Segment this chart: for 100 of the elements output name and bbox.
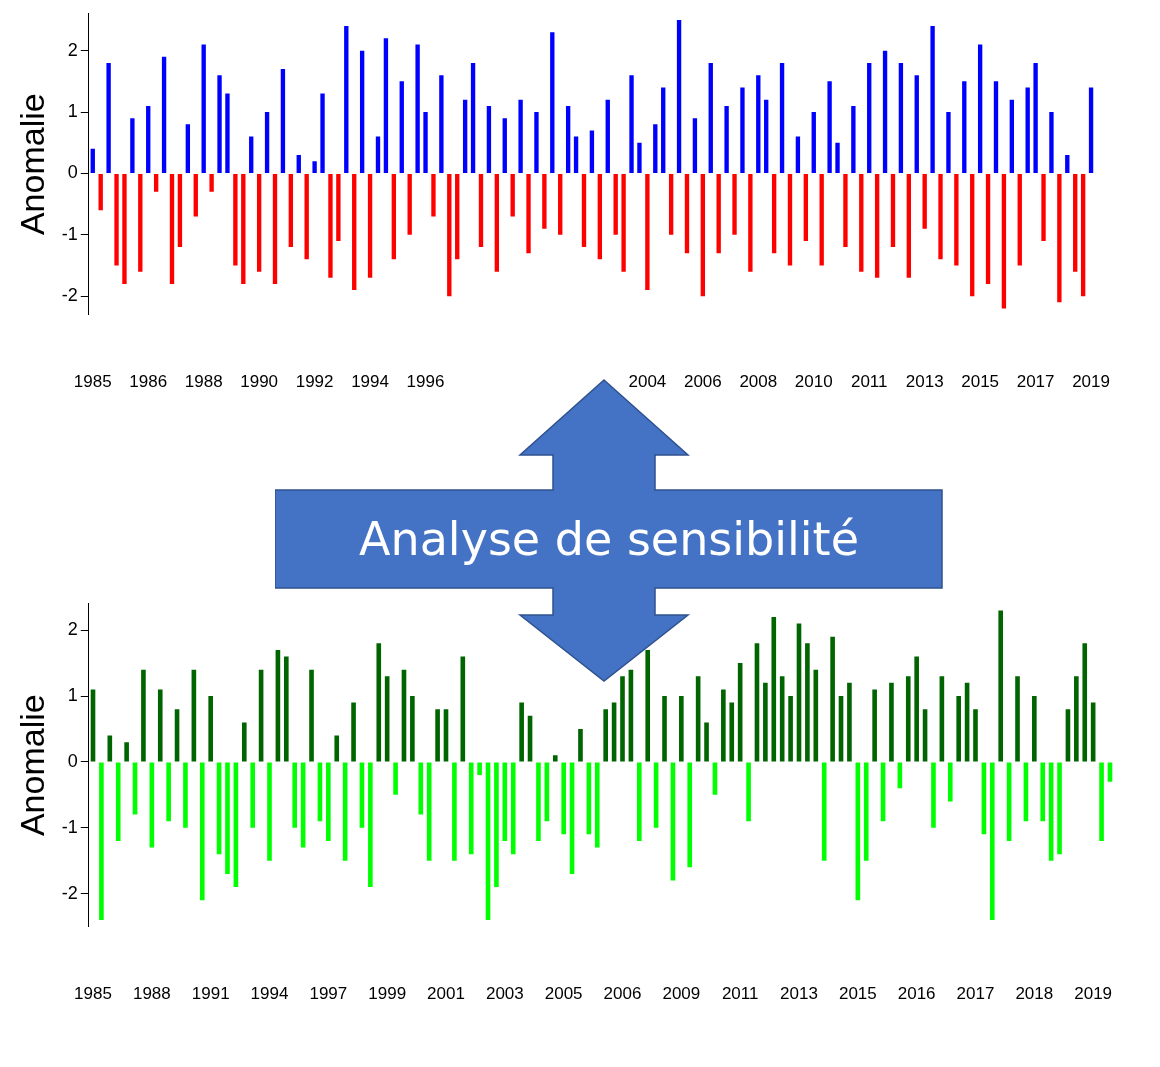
bar [811, 112, 816, 173]
bar [1065, 154, 1070, 173]
bar [1080, 173, 1086, 297]
x-tick-label: 1985 [73, 372, 112, 392]
bar [1015, 676, 1020, 762]
bar [435, 709, 440, 762]
bar [470, 62, 476, 173]
bar [169, 173, 175, 284]
bar [552, 755, 558, 762]
bar [393, 762, 398, 795]
bar [177, 173, 183, 248]
bar [843, 173, 848, 248]
bar [1088, 87, 1094, 173]
bar [661, 87, 666, 173]
bar [835, 142, 840, 173]
bar [989, 762, 995, 921]
bar [613, 173, 618, 235]
bar [280, 69, 286, 173]
bar [922, 173, 927, 229]
bar [863, 762, 869, 861]
bar [468, 762, 474, 855]
bar [1025, 87, 1030, 173]
x-tick-label: 1999 [368, 984, 407, 1004]
bar [573, 136, 579, 173]
bar [740, 87, 745, 173]
bar [447, 173, 452, 297]
bar [637, 142, 642, 173]
bar [124, 742, 129, 762]
bar [676, 19, 682, 173]
bar [1073, 173, 1078, 272]
bar [704, 722, 709, 762]
bar [477, 762, 482, 776]
bar [550, 32, 555, 173]
bar [328, 173, 333, 278]
bar [225, 93, 230, 173]
bar [418, 762, 424, 815]
bar [756, 75, 761, 173]
bar [359, 50, 365, 173]
x-tick-label: 2010 [794, 372, 833, 392]
y-tick-label: 2 [67, 39, 78, 60]
bar [803, 173, 809, 241]
bar [536, 762, 541, 841]
bar [249, 136, 254, 173]
bar [272, 173, 278, 284]
bar [621, 173, 626, 272]
y-tick-label: -2 [61, 882, 78, 903]
bar [399, 81, 404, 173]
bar [199, 762, 205, 901]
bar [326, 762, 331, 841]
bar [578, 728, 583, 762]
bar [1107, 762, 1113, 782]
x-tick-label: 2003 [485, 984, 524, 1004]
bar [771, 173, 777, 254]
bar [645, 173, 650, 291]
bar [653, 124, 658, 173]
bar [296, 154, 301, 173]
x-tick-label: 2006 [603, 984, 642, 1004]
bar [375, 136, 381, 173]
bar [256, 173, 262, 272]
bar [526, 173, 531, 254]
y-tick-label: -1 [61, 223, 78, 244]
x-tick-label: 2013 [905, 372, 944, 392]
bar [98, 173, 103, 211]
x-tick-label: 1986 [129, 372, 168, 392]
bar [684, 173, 690, 254]
bar [292, 762, 298, 828]
bar [146, 105, 151, 173]
bar [931, 762, 936, 828]
bar [645, 649, 651, 762]
text: Analyse de sensibilité [358, 511, 860, 568]
bar [209, 173, 214, 192]
bar [830, 636, 835, 762]
bar [746, 762, 751, 822]
x-tick-label: 2009 [662, 984, 701, 1004]
bar [821, 762, 827, 861]
x-tick-label: 2017 [1016, 372, 1055, 392]
bar [589, 130, 595, 173]
bar [890, 173, 896, 248]
bar [561, 762, 566, 835]
bar [519, 702, 524, 762]
bar [668, 173, 674, 235]
bar [431, 173, 436, 217]
bar [1074, 676, 1079, 762]
bar [847, 682, 852, 762]
bar [452, 762, 457, 861]
bar [882, 50, 888, 173]
bar [687, 762, 693, 868]
bar [510, 762, 516, 855]
bar [597, 173, 603, 260]
bar [700, 173, 706, 297]
bar [938, 173, 943, 260]
x-tick-label: 2019 [1072, 372, 1110, 392]
bar [344, 26, 349, 173]
bar [478, 173, 484, 248]
bar [1057, 173, 1062, 303]
bar [771, 616, 777, 762]
bar [998, 610, 1004, 762]
bar [225, 762, 230, 874]
bar [320, 93, 325, 173]
x-tick-label: 2018 [1015, 984, 1054, 1004]
